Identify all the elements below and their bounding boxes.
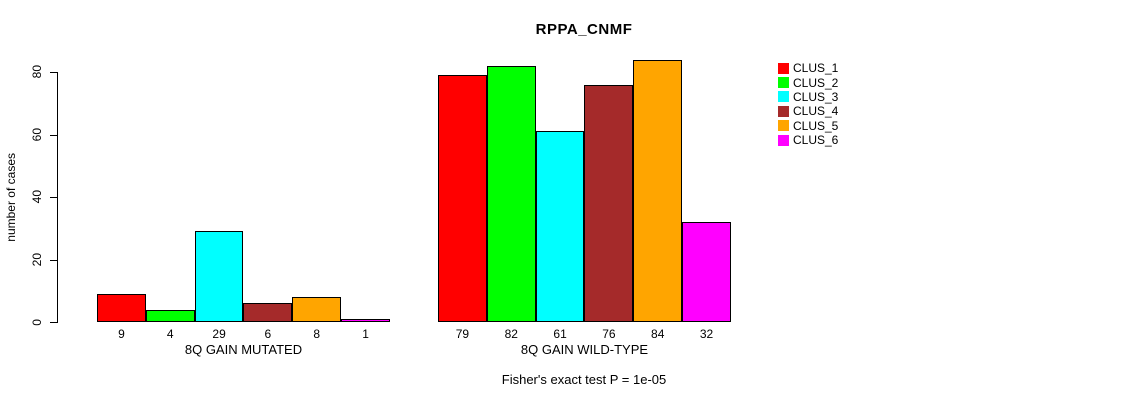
y-tick-label: 40: [30, 190, 44, 204]
legend-item: CLUS_3: [778, 90, 838, 104]
y-tick-label: 0: [30, 318, 44, 326]
bar-clus_5: [633, 59, 683, 322]
y-tick: [50, 134, 57, 136]
legend-label: CLUS_2: [793, 75, 839, 90]
bar-clus_6: [341, 318, 390, 322]
legend-label: CLUS_6: [793, 133, 839, 148]
bar-value-label: 6: [264, 327, 272, 341]
legend-swatch-clus_4: [778, 105, 789, 117]
annotation-text: Fisher's exact test P = 1e-05: [501, 372, 667, 387]
bar-value-label: 61: [553, 327, 567, 341]
bar-value-label: 29: [212, 327, 226, 341]
legend-swatch-clus_1: [778, 62, 789, 74]
bar-clus_3: [194, 231, 244, 322]
legend: CLUS_1 CLUS_2 CLUS_3 CLUS_4 CLUS_5 CLUS_6: [778, 61, 838, 147]
legend-item: CLUS_5: [778, 119, 838, 133]
bar-clus_2: [145, 309, 195, 322]
y-tick-label: 60: [30, 127, 44, 142]
bar-value-label: 8: [313, 327, 321, 341]
y-tick: [50, 197, 57, 198]
bar-clus_4: [243, 303, 293, 322]
bar-clus_1: [97, 293, 146, 322]
y-tick: [50, 72, 57, 73]
bar-value-label: 9: [118, 327, 125, 341]
bar-value-label: 4: [166, 327, 174, 341]
legend-swatch-clus_3: [778, 91, 789, 103]
legend-swatch-clus_5: [778, 120, 789, 132]
bar-clus_6: [682, 222, 731, 322]
y-tick-label: 20: [30, 252, 44, 267]
y-tick: [50, 259, 57, 261]
bar-clus_4: [584, 84, 634, 322]
legend-label: CLUS_1: [793, 61, 839, 76]
legend-label: CLUS_3: [793, 89, 839, 104]
legend-swatch-clus_2: [778, 77, 789, 89]
legend-item: CLUS_6: [778, 133, 838, 147]
bar-clus_1: [438, 75, 487, 322]
bar-value-label: 32: [699, 327, 714, 341]
chart-title: RPPA_CNMF: [535, 21, 633, 38]
bar-group: [97, 59, 390, 322]
bar-value-label: 79: [455, 327, 470, 341]
y-tick-label: 80: [30, 65, 44, 79]
bar-clus_2: [486, 65, 536, 322]
y-tick: [50, 322, 57, 323]
y-axis-line: [57, 72, 58, 323]
legend-item: CLUS_2: [778, 75, 838, 89]
legend-swatch-clus_6: [778, 134, 789, 146]
legend-label: CLUS_5: [793, 118, 839, 133]
bar-value-label: 76: [602, 327, 616, 341]
bar-group: [438, 59, 731, 322]
legend-item: CLUS_4: [778, 104, 838, 118]
bar-clus_5: [292, 297, 342, 322]
bar-value-label: 82: [504, 327, 518, 341]
bar-clus_3: [535, 131, 585, 322]
group-label: 8Q GAIN WILD-TYPE: [520, 342, 649, 357]
bar-value-label: 84: [651, 327, 665, 341]
group-label: 8Q GAIN MUTATED: [184, 342, 303, 357]
y-axis-label: number of cases: [4, 152, 18, 242]
legend-item: CLUS_1: [778, 61, 838, 75]
legend-label: CLUS_4: [793, 104, 839, 119]
bar-value-label: 1: [362, 327, 369, 341]
